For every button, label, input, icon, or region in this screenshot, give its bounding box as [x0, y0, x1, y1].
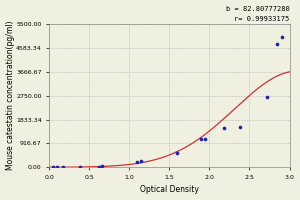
Point: [61, 166, 65, 169]
Point: [221, 126, 226, 129]
Point: [55, 166, 60, 169]
Point: [135, 160, 140, 163]
Point: [97, 165, 101, 168]
Point: [238, 126, 242, 129]
Y-axis label: Mouse catestatin concentration(pg/ml): Mouse catestatin concentration(pg/ml): [6, 21, 15, 170]
Point: [203, 137, 208, 140]
Point: [265, 95, 269, 99]
Point: [199, 138, 204, 141]
Point: [279, 35, 284, 39]
X-axis label: Optical Density: Optical Density: [140, 185, 199, 194]
Point: [100, 165, 105, 168]
Point: [51, 166, 56, 169]
Point: [175, 151, 180, 155]
Text: b = 82.80777280: b = 82.80777280: [226, 6, 290, 12]
Point: [77, 165, 82, 169]
Point: [139, 160, 144, 163]
Text: r= 0.99933175: r= 0.99933175: [234, 16, 290, 22]
Point: [275, 42, 280, 45]
